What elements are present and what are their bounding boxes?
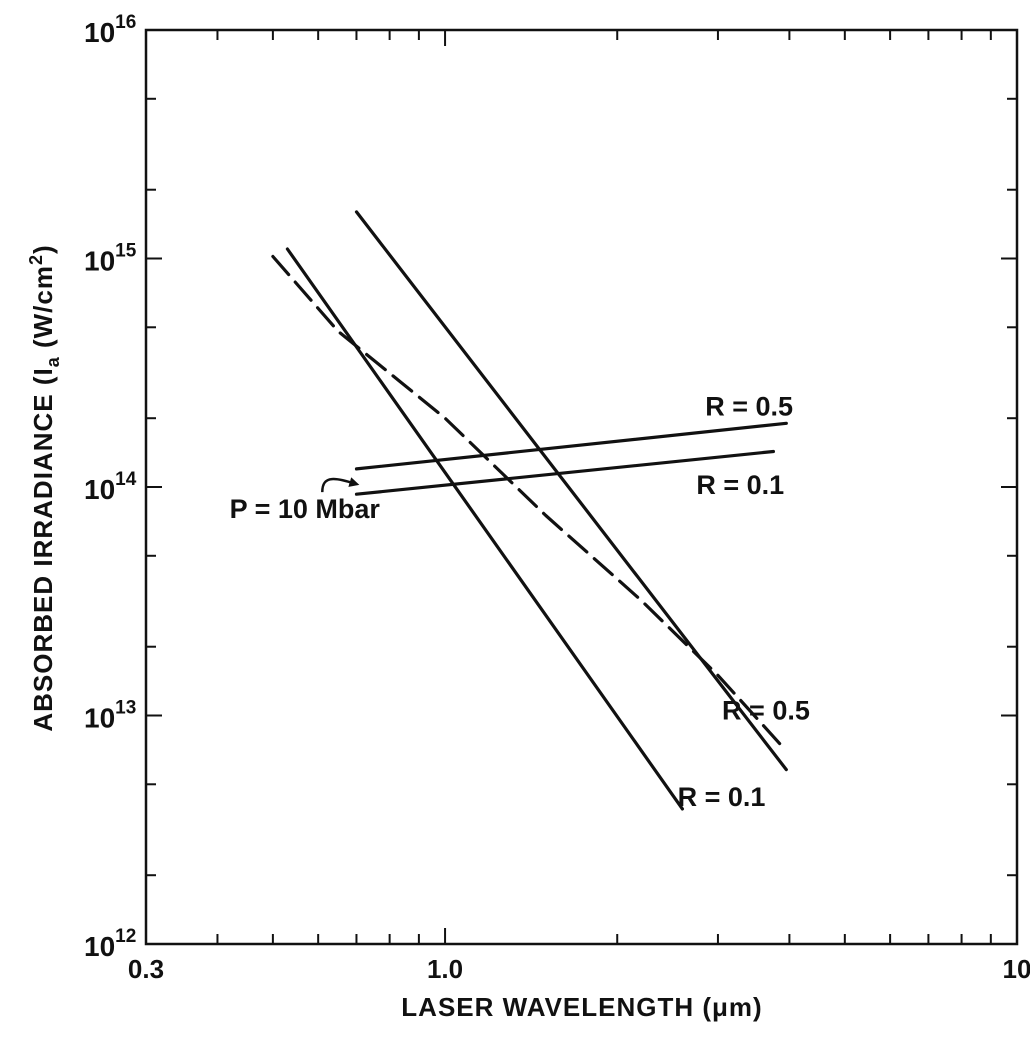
y-tick-label: 1012	[84, 926, 136, 962]
series-line-1	[285, 247, 685, 811]
y-tick-label-base: 10	[84, 246, 115, 277]
y-tick-label-exp: 15	[115, 241, 137, 262]
y-axis-title-end: )	[28, 244, 58, 254]
annotations-group: R = 0.5 R = 0.1 R = 0.5 R = 0.1 P = 10 Mbar	[230, 392, 810, 812]
x-tick-label: 1.0	[427, 954, 463, 984]
y-tick-label-exp: 12	[115, 926, 136, 947]
series-line-2	[354, 210, 788, 772]
y-tick-label: 1016	[84, 12, 136, 48]
y-axis-title-sup: 2	[26, 254, 46, 265]
x-tick-label: 0.3	[128, 954, 164, 984]
series-line-4	[354, 421, 788, 471]
y-axis-title-mid: (W/cm	[28, 265, 58, 356]
y-tick-label-exp: 13	[115, 698, 136, 719]
series-line-5	[354, 449, 776, 496]
plot-frame	[144, 28, 1019, 946]
series-group	[271, 210, 788, 811]
y-tick-label-base: 10	[84, 703, 115, 734]
y-tick-label: 1013	[84, 698, 136, 734]
annotation-label-5: P = 10 Mbar	[230, 494, 381, 524]
y-tick-label: 1014	[84, 469, 137, 505]
annotation-label-1: R = 0.5	[705, 392, 793, 422]
y-axis-title: ABSORBED IRRADIANCE (Ia (W/cm2)	[26, 244, 63, 731]
y-tick-label-exp: 16	[115, 12, 136, 33]
y-axis-title-main: ABSORBED IRRADIANCE (I	[28, 367, 58, 731]
axis-labels-group: LASER WAVELENGTH (μm) ABSORBED IRRADIANC…	[26, 244, 762, 1022]
y-tick-label: 1015	[84, 241, 137, 277]
y-tick-label-base: 10	[84, 474, 115, 505]
x-tick-label: 10	[1003, 954, 1030, 984]
x-axis-title: LASER WAVELENGTH (μm)	[401, 992, 762, 1022]
y-axis-title-sub: a	[43, 356, 63, 367]
series-line-3	[271, 254, 788, 753]
annotation-label-3: R = 0.5	[722, 696, 810, 726]
y-tick-label-exp: 14	[115, 469, 137, 490]
y-tick-label-base: 10	[84, 17, 115, 48]
pressure-arrow	[321, 477, 360, 493]
y-tick-label-base: 10	[84, 931, 115, 962]
annotation-label-2: R = 0.1	[696, 470, 784, 500]
annotation-label-4: R = 0.1	[678, 782, 766, 812]
